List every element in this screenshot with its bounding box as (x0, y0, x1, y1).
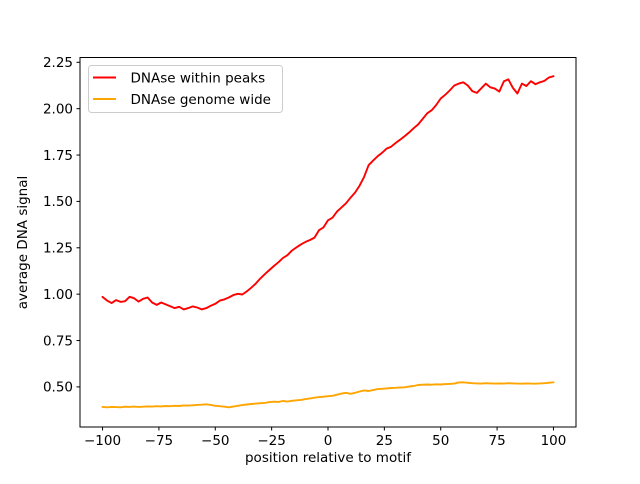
x-tick-label: −100 (84, 433, 121, 449)
y-tick-label: 1.75 (43, 148, 73, 164)
y-tick-label: 1.50 (43, 194, 73, 210)
x-tick-label: 100 (541, 433, 567, 449)
x-axis-label: position relative to motif (245, 450, 412, 466)
y-tick-label: 1.25 (43, 241, 73, 257)
y-tick-label: 0.75 (43, 333, 73, 349)
x-tick-label: 50 (432, 433, 449, 449)
legend-box (88, 65, 283, 113)
x-tick-label: 0 (324, 433, 333, 449)
y-axis-label: average DNA signal (15, 176, 31, 310)
y-tick-label: 2.25 (43, 55, 73, 71)
x-tick-label: −50 (201, 433, 230, 449)
y-tick-label: 1.00 (43, 287, 73, 303)
x-axis-ticks: −100 −75 −50 −25 0 25 50 75 100 (84, 427, 566, 449)
series-line-1 (101, 381, 555, 409)
y-tick-label: 0.50 (43, 380, 73, 396)
x-tick-label: −25 (257, 433, 286, 449)
x-tick-label: 75 (488, 433, 505, 449)
y-axis-ticks: 0.50 0.75 1.00 1.25 1.50 1.75 2.00 2.25 (43, 55, 80, 396)
x-tick-label: −75 (145, 433, 174, 449)
axes-spines (79, 57, 577, 428)
legend-label-dnase-genome-wide: DNAse genome wide (131, 92, 271, 108)
series-line-0 (101, 75, 555, 311)
x-tick-label: 25 (376, 433, 393, 449)
legend-label-dnase-within-peaks: DNAse within peaks (131, 71, 266, 87)
y-tick-label: 2.00 (43, 101, 73, 117)
legend: DNAse within peaks DNAse genome wide (88, 65, 283, 113)
data-series-lines (101, 75, 555, 409)
